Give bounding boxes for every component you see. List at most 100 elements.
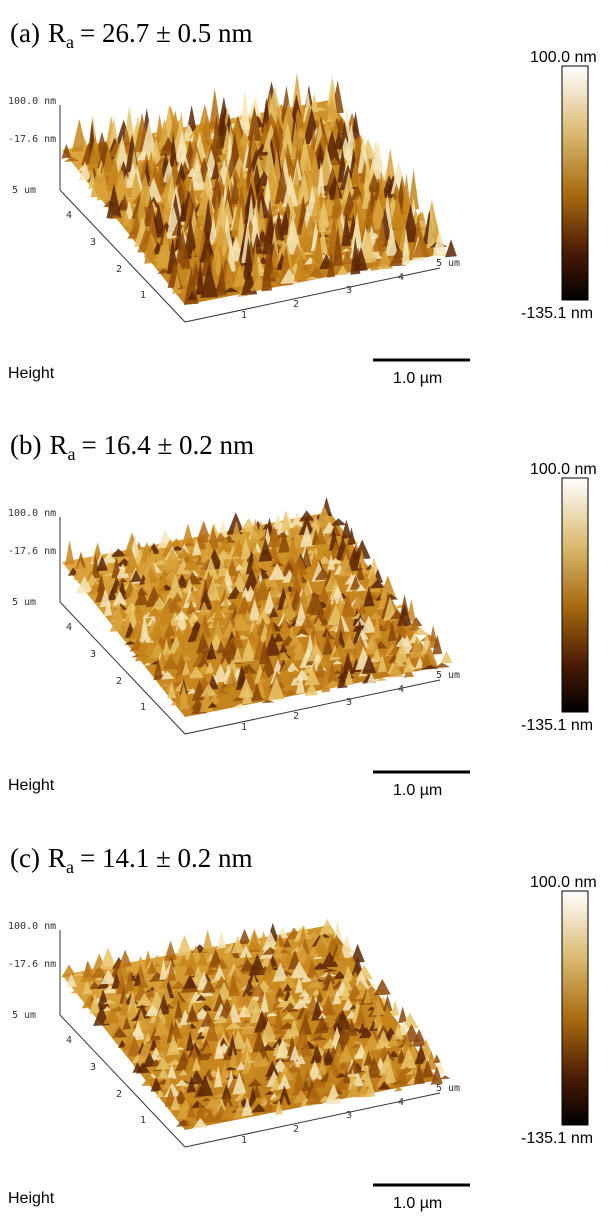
surface-peak bbox=[241, 1097, 253, 1117]
surface-peak bbox=[385, 223, 398, 257]
surface-peak bbox=[371, 649, 382, 662]
surface-peak bbox=[130, 569, 142, 583]
surface-peak bbox=[167, 1026, 184, 1040]
surface-peak bbox=[309, 93, 319, 113]
x-axis bbox=[184, 267, 441, 323]
surface-peak bbox=[145, 1004, 161, 1017]
surface-peak bbox=[294, 633, 309, 638]
afm-panel: (c) Ra = 14.1 ± 0.2 nm 100.0 nm -17.6 nm 5 um… bbox=[8, 843, 597, 1212]
surface-peak bbox=[397, 603, 412, 627]
surface-peak bbox=[260, 991, 269, 1013]
surface-peak bbox=[341, 170, 356, 204]
y-axis bbox=[59, 601, 186, 735]
y-axis-end: 5 um bbox=[12, 597, 36, 608]
surface-peak bbox=[415, 656, 425, 669]
surface-peak bbox=[99, 969, 117, 985]
surface-peak bbox=[314, 638, 324, 642]
panel-label: (b) bbox=[10, 430, 41, 460]
surface-peak bbox=[181, 583, 200, 592]
surface-peak bbox=[292, 641, 307, 661]
surface-peak bbox=[240, 1036, 254, 1054]
surface-peak bbox=[343, 634, 356, 650]
surface-peak bbox=[373, 978, 391, 996]
surface-peak bbox=[209, 693, 221, 705]
surface-peak bbox=[348, 1067, 357, 1091]
surface-peak bbox=[322, 1048, 335, 1066]
surface-peak bbox=[406, 598, 416, 622]
surface-peak bbox=[332, 943, 346, 962]
surface-peak bbox=[199, 114, 215, 153]
surface-peak bbox=[310, 1044, 324, 1064]
surface-peak bbox=[289, 559, 306, 583]
surface-peak bbox=[294, 669, 311, 682]
x-axis-end: 5 um bbox=[436, 258, 460, 269]
surface-peak bbox=[150, 1077, 162, 1092]
surface-peak bbox=[299, 1037, 313, 1058]
surface-peak bbox=[325, 1083, 342, 1105]
surface-peak bbox=[230, 995, 239, 1003]
ra-value: = 16.4 ± 0.2 nm bbox=[82, 430, 255, 460]
surface-peak bbox=[274, 1098, 284, 1116]
surface-peak bbox=[376, 249, 393, 270]
surface-peak bbox=[285, 537, 300, 563]
surface-peak bbox=[176, 547, 192, 560]
surface-peak bbox=[279, 1095, 289, 1109]
scale-bar-label: 1.0 µm bbox=[393, 1195, 442, 1212]
surface-peak bbox=[291, 1082, 308, 1096]
surface-peak bbox=[96, 573, 106, 592]
surface-peak bbox=[73, 559, 87, 581]
surface-peak bbox=[387, 620, 397, 642]
surface-peak bbox=[157, 268, 171, 274]
surface-peak bbox=[372, 615, 382, 640]
surface-peak bbox=[251, 683, 263, 702]
surface-peak bbox=[275, 1038, 291, 1059]
surface-peak bbox=[156, 1050, 167, 1058]
surface-peak bbox=[387, 1033, 399, 1047]
surface-peak bbox=[371, 998, 386, 1016]
surface-peak bbox=[400, 1048, 417, 1070]
surface-peak bbox=[241, 609, 254, 632]
surface-peak bbox=[183, 1095, 199, 1105]
x-axis bbox=[184, 1092, 441, 1148]
scale-bar-label: 1.0 µm bbox=[393, 370, 442, 387]
surface-peak bbox=[201, 1044, 213, 1054]
y-tick-label: 2 bbox=[116, 1089, 122, 1100]
surface-peak bbox=[221, 591, 230, 614]
surface-peak bbox=[293, 251, 309, 282]
surface-peak bbox=[167, 573, 184, 599]
surface-peak bbox=[377, 653, 387, 673]
surface-peak bbox=[349, 575, 362, 591]
surface-peak bbox=[162, 638, 171, 656]
surface-peak bbox=[237, 595, 252, 615]
surface-peak bbox=[361, 615, 377, 634]
x-axis-end: 5 um bbox=[436, 670, 460, 681]
surface-peak bbox=[217, 552, 227, 577]
surface-peak bbox=[384, 148, 396, 183]
surface-peak bbox=[217, 536, 234, 553]
surface-peak bbox=[205, 661, 215, 674]
surface-peak bbox=[319, 621, 329, 626]
surface-peak bbox=[157, 602, 176, 626]
surface-peak bbox=[218, 691, 227, 705]
surface-peak bbox=[192, 1117, 208, 1129]
surface-peak bbox=[186, 590, 199, 604]
surface-peak bbox=[136, 632, 155, 644]
channel-label: Height bbox=[8, 365, 55, 382]
surface-peak bbox=[187, 611, 199, 623]
surface-peak bbox=[176, 934, 193, 957]
surface-peak bbox=[359, 228, 377, 264]
surface-peak bbox=[140, 120, 158, 158]
surface-peak bbox=[160, 670, 175, 680]
surface-peak bbox=[341, 250, 353, 265]
surface-peak bbox=[253, 143, 272, 157]
surface-peak bbox=[313, 586, 322, 593]
surface-peak bbox=[207, 525, 219, 550]
surface-peak bbox=[375, 1029, 392, 1049]
surface-peak bbox=[278, 529, 291, 554]
surface-peak bbox=[101, 552, 117, 564]
surface-peak bbox=[412, 626, 428, 636]
y-tick-label: 4 bbox=[66, 1035, 72, 1046]
surface-peak bbox=[314, 1015, 331, 1034]
panel-label: (c) bbox=[10, 843, 40, 873]
surface-peak bbox=[297, 168, 311, 206]
